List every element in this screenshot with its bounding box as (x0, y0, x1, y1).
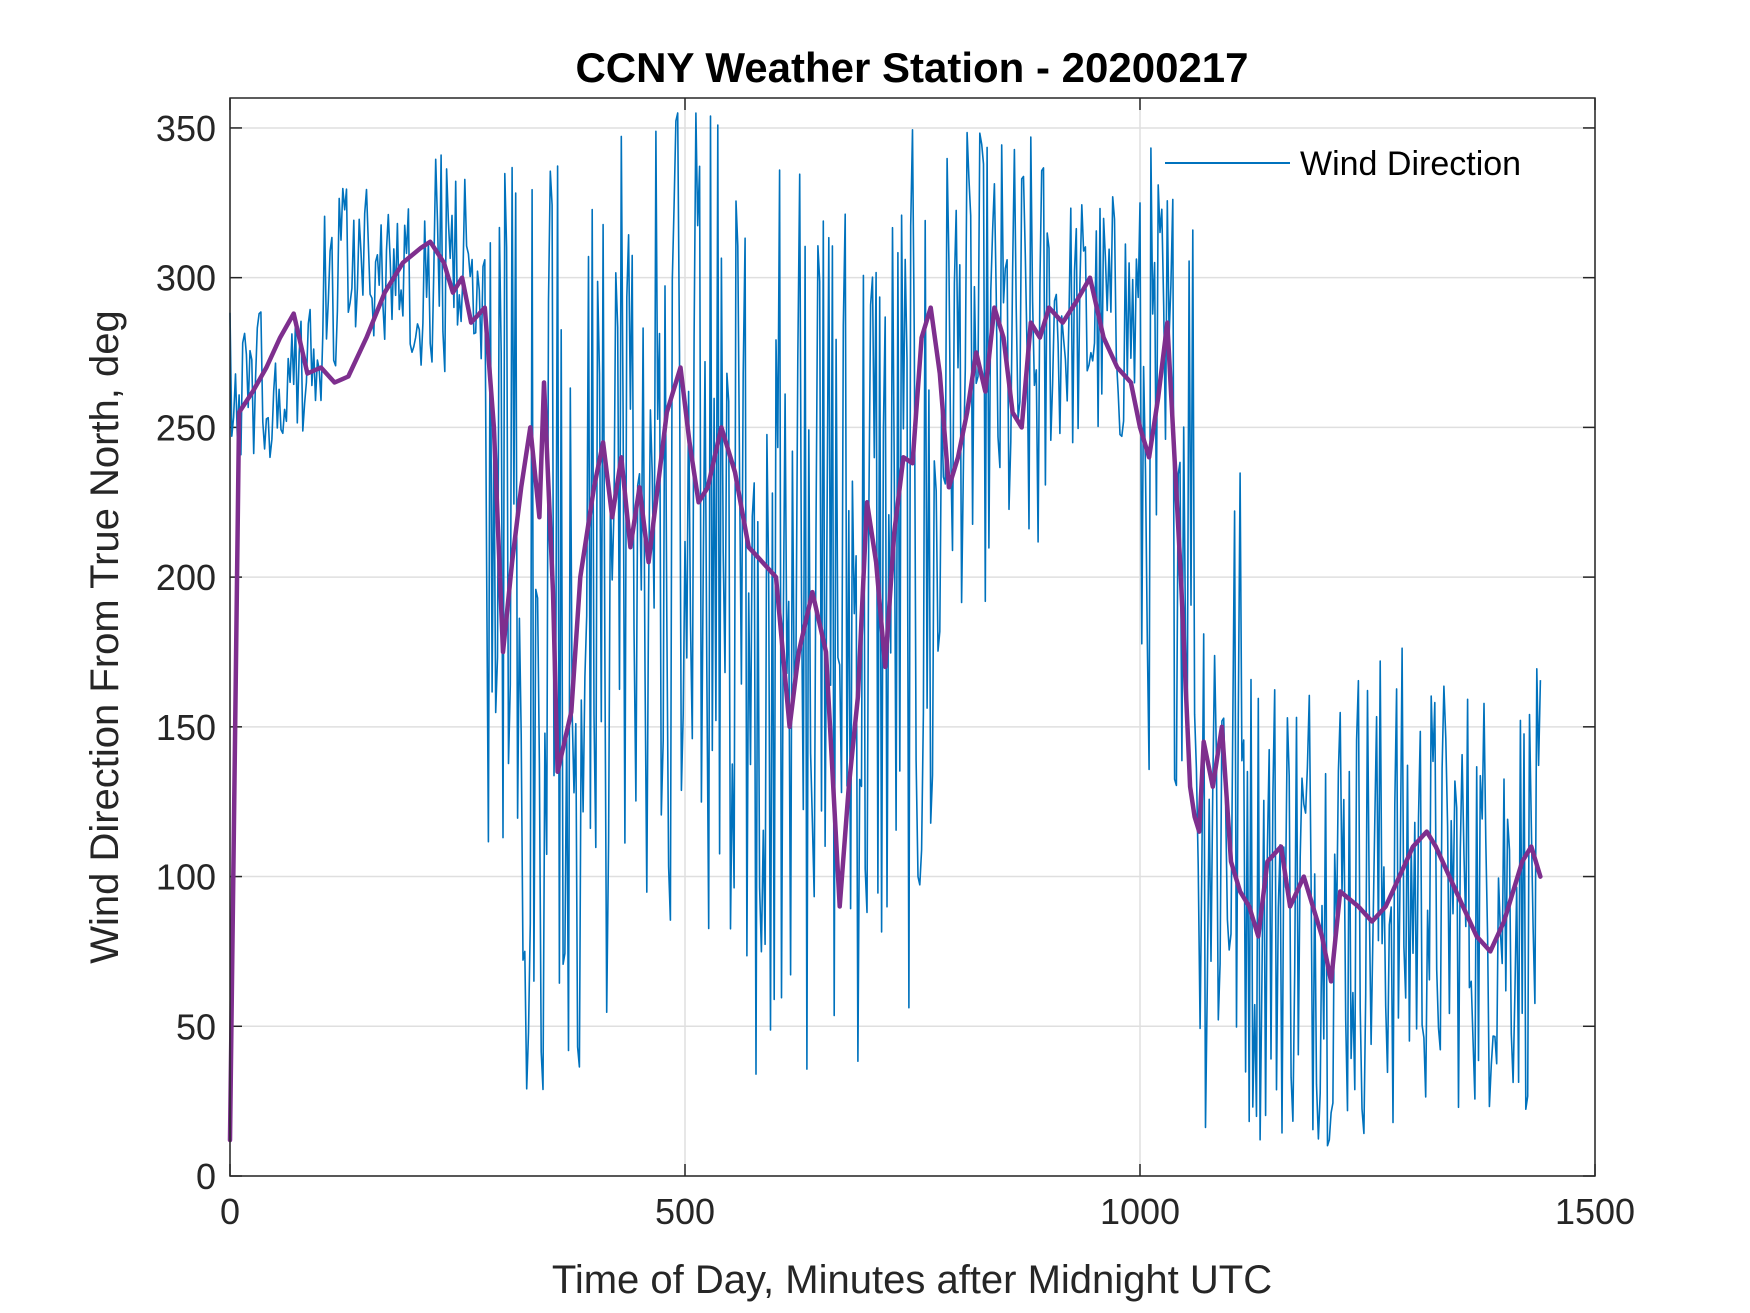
y-tick-label: 0 (196, 1156, 216, 1197)
x-ticks: 0 500 1000 1500 (220, 98, 1635, 1232)
y-tick-label: 250 (156, 407, 216, 448)
y-tick-label: 150 (156, 707, 216, 748)
y-axis-label: Wind Direction From True North, deg (83, 310, 127, 964)
y-tick-label: 50 (176, 1006, 216, 1047)
y-tick-label: 100 (156, 857, 216, 898)
series-raw-wind-direction (229, 112, 1542, 1147)
legend-label-wind-direction: Wind Direction (1300, 145, 1521, 183)
series-smoothed-wind-direction (227, 239, 1543, 1143)
x-axis-label: Time of Day, Minutes after Midnight UTC (552, 1258, 1272, 1302)
y-tick-label: 350 (156, 108, 216, 149)
y-tick-label: 300 (156, 258, 216, 299)
y-ticks: 0 50 100 150 200 250 300 350 (156, 108, 1595, 1197)
x-tick-label: 500 (655, 1191, 715, 1232)
x-tick-label: 0 (220, 1191, 240, 1232)
legend: Wind Direction (1165, 145, 1521, 183)
plot-frame (229, 97, 1596, 1177)
x-tick-label: 1500 (1555, 1191, 1635, 1232)
y-tick-label: 200 (156, 557, 216, 598)
x-tick-label: 1000 (1100, 1191, 1180, 1232)
chart-title: CCNY Weather Station - 20200217 (575, 44, 1248, 91)
